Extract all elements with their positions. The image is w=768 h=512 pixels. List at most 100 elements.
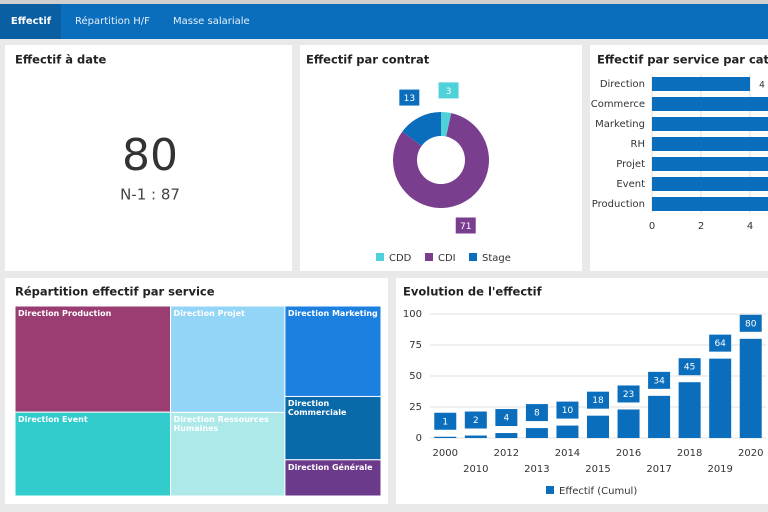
tab[interactable]: Masse salariale: [173, 16, 250, 27]
legend-label: CDD: [389, 253, 412, 264]
chart-title: Répartition effectif par service: [15, 285, 215, 299]
bar: [464, 435, 487, 438]
data-label: 10: [562, 406, 574, 416]
legend-swatch: [469, 253, 477, 261]
data-label: 3: [446, 87, 452, 97]
bar: [678, 382, 701, 438]
label-box: [739, 314, 762, 332]
treemap-label-box: Direction Event: [18, 415, 88, 424]
label-box: [434, 412, 457, 430]
treemap-label: Direction Projet: [173, 309, 245, 318]
tab[interactable]: Effectif: [11, 16, 52, 27]
x-tick-label: 2012: [494, 448, 519, 459]
treemap-cell: [284, 305, 382, 397]
label-box: [399, 89, 420, 106]
treemap-label: Direction Ressources Humaines: [173, 415, 269, 434]
bar: [587, 415, 609, 438]
x-tick-label: 2020: [738, 448, 763, 459]
panel: [300, 45, 582, 271]
x-tick-label: 2000: [433, 448, 458, 459]
data-label: 4: [503, 414, 509, 424]
treemap-label-box: Direction Commerciale: [287, 399, 347, 418]
y-tick-label: 25: [409, 402, 422, 413]
bar: [652, 117, 768, 131]
y-tick-label: Production: [592, 199, 645, 210]
y-tick-label: Event: [616, 179, 645, 190]
legend-label: Effectif (Cumul): [559, 486, 637, 497]
bar: [617, 409, 640, 438]
x-tick-label: 0: [649, 221, 655, 232]
data-label: 1: [442, 417, 448, 427]
label-box: [455, 217, 476, 234]
bar: [434, 436, 457, 438]
data-label: 23: [623, 390, 634, 400]
treemap-label-box: Direction Générale: [287, 462, 373, 472]
x-tick-label: 2017: [646, 464, 671, 475]
bar: [652, 157, 768, 171]
data-label: 34: [653, 376, 665, 386]
y-tick-label: 75: [409, 340, 422, 351]
chart-title: Effectif par contrat: [306, 53, 430, 67]
tab[interactable]: Répartition H/F: [75, 15, 150, 27]
top-strip: [0, 0, 768, 4]
x-tick-label: 2019: [707, 464, 732, 475]
panel: [396, 278, 768, 504]
donut-slice: [402, 112, 441, 146]
bar: [652, 197, 768, 211]
bar: [556, 425, 579, 438]
treemap-label-box: Direction Projet: [173, 309, 245, 318]
y-tick-label: Projet: [616, 159, 645, 170]
label-box: [709, 334, 732, 352]
label-box: [754, 76, 768, 92]
y-tick-label: 100: [403, 309, 422, 320]
label-box: [525, 404, 548, 422]
label-box: [495, 409, 518, 427]
x-tick-label: 2018: [677, 448, 702, 459]
legend-swatch: [376, 253, 384, 261]
bar: [525, 428, 548, 438]
tab-bar: [0, 4, 768, 39]
chart-title: Effectif par service par catégorie: [597, 53, 768, 67]
bar: [709, 358, 732, 438]
bar: [739, 338, 762, 438]
legend-swatch: [546, 486, 554, 494]
x-tick-label: 2014: [555, 448, 580, 459]
data-label: 45: [684, 363, 695, 373]
treemap-label: Direction Commerciale: [287, 399, 347, 418]
active-tab[interactable]: [0, 4, 61, 39]
label-box: [556, 401, 579, 419]
y-tick-label: 50: [409, 371, 422, 382]
y-tick-label: RH: [631, 139, 645, 150]
x-tick-label: 2013: [524, 464, 549, 475]
treemap-cell: [170, 411, 286, 497]
treemap-label: Direction Marketing: [287, 309, 378, 318]
bar: [652, 97, 768, 111]
bar: [648, 395, 671, 438]
label-box: [678, 358, 701, 376]
x-tick-label: 2010: [463, 464, 488, 475]
treemap-label: Direction Générale: [287, 462, 373, 472]
data-label: 64: [714, 339, 726, 349]
data-label: 13: [404, 94, 415, 104]
bar: [495, 433, 518, 438]
x-tick-label: 2016: [616, 448, 641, 459]
y-tick-label: Marketing: [595, 119, 645, 130]
y-tick-label: Commerce: [591, 99, 645, 110]
data-label: 8: [534, 409, 540, 419]
x-tick-label: 2015: [585, 464, 610, 475]
legend-label: Stage: [482, 253, 511, 264]
bar: [652, 137, 768, 151]
treemap-cell: [170, 305, 286, 413]
label-box: [464, 411, 487, 429]
y-tick-label: Direction: [600, 79, 645, 90]
treemap-label: Direction Production: [18, 309, 112, 318]
bar: [652, 77, 750, 91]
kpi-value: 80: [122, 130, 178, 181]
donut-slice: [441, 112, 452, 137]
bar: [652, 177, 768, 191]
treemap-label-box: Direction Production: [18, 309, 112, 318]
data-label: 4: [759, 81, 765, 91]
donut-slice: [393, 113, 489, 208]
